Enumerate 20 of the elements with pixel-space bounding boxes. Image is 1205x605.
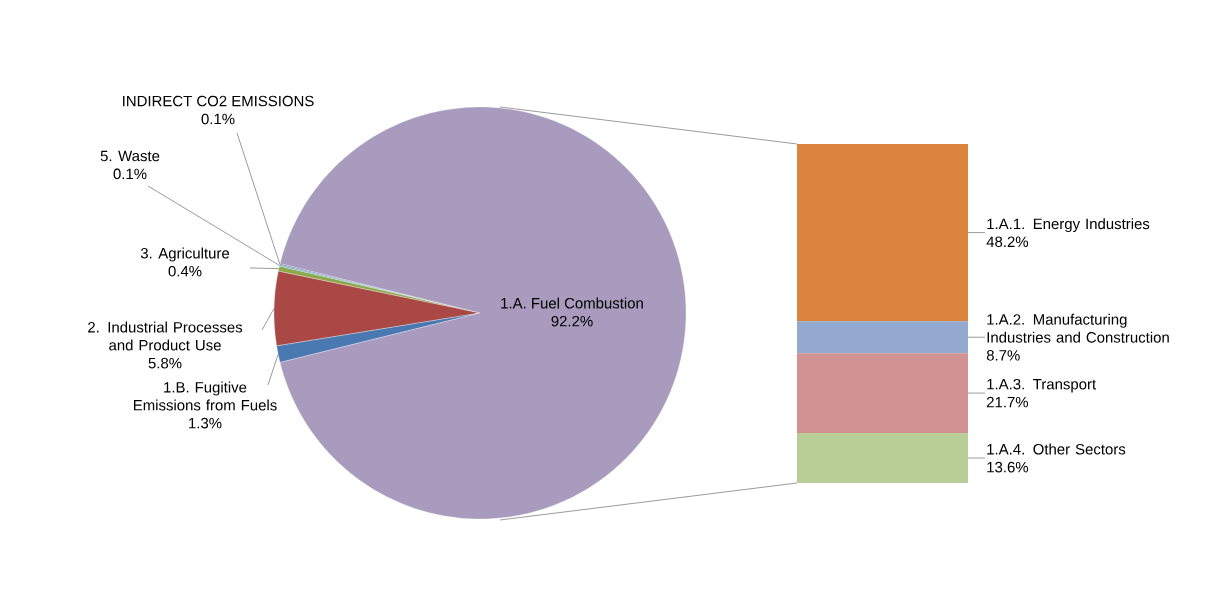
slice-label: INDIRECT CO2 EMISSIONS: [123, 95, 314, 107]
data-label: 5.8%: [148, 357, 182, 369]
slice-label: 3. Agriculture: [140, 247, 230, 262]
data-label: 0.1%: [113, 168, 147, 180]
data-label: 1.3%: [189, 417, 222, 429]
data-label: 8.7%: [986, 350, 1020, 361]
series-label: 1.A.3. Transport: [987, 378, 1097, 393]
data-label: 0.4%: [168, 265, 202, 277]
data-label: 92.2%: [551, 315, 593, 327]
slice-label: 2. Industrial Processes and Product Use: [88, 321, 243, 351]
data-label: 0.1%: [201, 113, 235, 125]
series-label: 1.A.1. Energy Industries: [987, 218, 1150, 233]
data-label: 21.7%: [986, 396, 1029, 408]
series-label: 1.A.2. Manufacturing Industries and Construction: [987, 313, 1169, 343]
slice-label: 5. Waste: [100, 150, 160, 162]
data-label: 13.6%: [987, 461, 1029, 473]
slice-label: 1.A. Fuel Combustion: [501, 297, 643, 309]
slice-label: 1.B. Fugitive Emissions from Fuels: [133, 381, 277, 411]
series-label: 1.A.4. Other Sectors: [987, 443, 1126, 455]
data-label: 48.2%: [986, 236, 1029, 248]
